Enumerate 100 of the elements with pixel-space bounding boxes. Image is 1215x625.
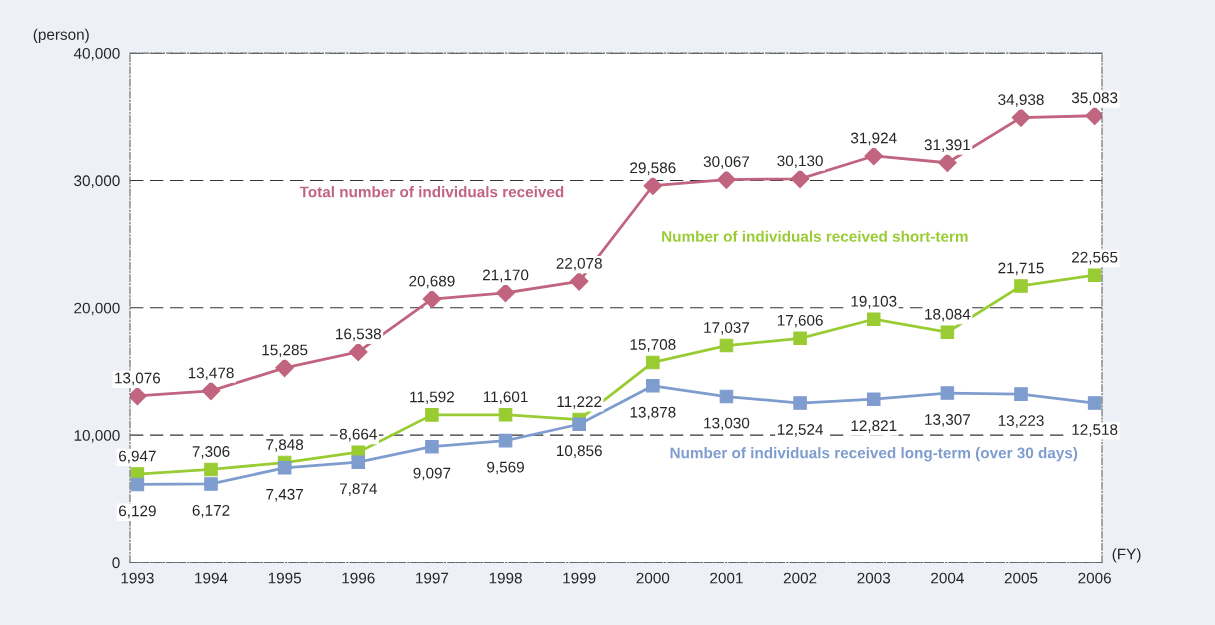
point	[866, 392, 881, 406]
data-label: 6,947	[119, 450, 156, 464]
text: Number of individuals received short-term	[662, 230, 968, 242]
data-label: 31,391	[924, 139, 970, 152]
x-tick-label: 2003	[857, 572, 891, 584]
data-label: 10,856	[556, 445, 602, 458]
data-label: 12,524	[777, 424, 824, 437]
point	[1014, 279, 1028, 293]
x-axis-title: (FY)	[1112, 548, 1141, 563]
point	[864, 146, 884, 166]
point	[940, 325, 955, 339]
text: Total number of individuals received	[299, 186, 564, 198]
data-label: 34,938	[998, 94, 1044, 107]
point	[204, 462, 218, 477]
point	[1014, 387, 1028, 401]
y-tick-label: 40,000	[73, 47, 120, 61]
data-label: 9,097	[413, 467, 451, 481]
data-label: 15,708	[630, 339, 676, 352]
y-tick-label: 30,000	[74, 175, 120, 188]
text: Number of individuals received long-term (over 30 days)	[670, 447, 1078, 462]
data-label: 12,518	[1072, 424, 1118, 437]
point	[717, 170, 736, 189]
data-label: 16,538	[336, 328, 381, 342]
point	[351, 455, 366, 469]
point	[422, 289, 442, 309]
x-tick-label: 2002	[783, 572, 817, 584]
data-label: 6,129	[119, 505, 156, 519]
point	[201, 381, 221, 401]
data-label: 11,601	[483, 391, 528, 405]
data-label: 21,170	[482, 269, 529, 283]
point	[275, 358, 294, 378]
point	[425, 408, 439, 422]
data-label: 13,478	[188, 367, 234, 381]
point	[496, 283, 515, 303]
point	[1087, 268, 1102, 282]
data-label: 15,285	[262, 344, 308, 358]
point	[790, 169, 810, 189]
point	[719, 389, 734, 404]
data-label: 35,083	[1071, 92, 1118, 105]
data-label: 13,307	[925, 414, 970, 427]
x-tick-label: 1998	[489, 572, 522, 584]
data-label: 18,084	[925, 308, 971, 322]
point	[277, 461, 292, 475]
data-label: 17,037	[704, 322, 750, 335]
point	[940, 386, 955, 400]
y-tick-label: 10,000	[74, 430, 120, 443]
x-tick-label: 2000	[636, 572, 670, 584]
y-tick-label: 0	[112, 557, 120, 569]
point	[1087, 396, 1102, 410]
data-label: 21,715	[998, 262, 1044, 276]
x-tick-label: 2004	[931, 572, 964, 584]
y-tick-label: 20,000	[74, 302, 120, 316]
data-label: 31,924	[850, 132, 897, 146]
point	[646, 379, 660, 393]
point	[425, 439, 439, 454]
data-label: 22,078	[556, 257, 602, 271]
x-tick-label: 2001	[710, 572, 743, 584]
data-label: 7,848	[266, 439, 304, 452]
point	[793, 396, 807, 410]
y-axis-title: (person)	[33, 28, 89, 43]
x-tick-label: 2006	[1078, 572, 1111, 584]
data-label: 20,689	[409, 275, 455, 289]
data-label: 13,223	[998, 415, 1044, 428]
data-label: 7,874	[339, 483, 377, 496]
x-tick-label: 2005	[1004, 572, 1038, 584]
point	[348, 342, 368, 362]
point	[719, 338, 734, 353]
point	[938, 153, 957, 173]
point	[204, 477, 218, 491]
data-label: 30,067	[703, 156, 750, 169]
point	[572, 417, 586, 432]
data-label: 7,306	[192, 446, 230, 459]
point	[1085, 106, 1103, 126]
data-label: 9,569	[487, 461, 524, 475]
point	[569, 271, 589, 291]
x-tick-label: 1994	[195, 572, 228, 584]
data-label: 11,592	[410, 391, 454, 405]
point	[1011, 108, 1031, 127]
data-label: 7,437	[266, 488, 303, 502]
x-tick-label: 1996	[342, 572, 375, 584]
data-label: 13,878	[630, 406, 676, 420]
data-label: 19,103	[851, 295, 897, 309]
x-tick-label: 1999	[563, 572, 596, 584]
point	[866, 312, 881, 326]
point	[498, 408, 513, 422]
data-label: 11,222	[557, 396, 602, 409]
data-label: 12,821	[851, 420, 897, 433]
point	[793, 331, 807, 346]
x-tick-label: 1993	[121, 572, 154, 584]
data-label: 8,664	[339, 428, 377, 442]
data-label: 6,172	[192, 504, 230, 518]
data-label: 22,565	[1072, 251, 1118, 265]
data-label: 30,130	[777, 155, 823, 169]
point	[643, 176, 663, 196]
point	[130, 477, 145, 492]
data-label: 13,030	[704, 417, 750, 431]
x-tick-label: 1997	[416, 572, 449, 584]
point	[498, 433, 513, 448]
data-label: 29,586	[630, 162, 676, 175]
point	[646, 355, 660, 370]
